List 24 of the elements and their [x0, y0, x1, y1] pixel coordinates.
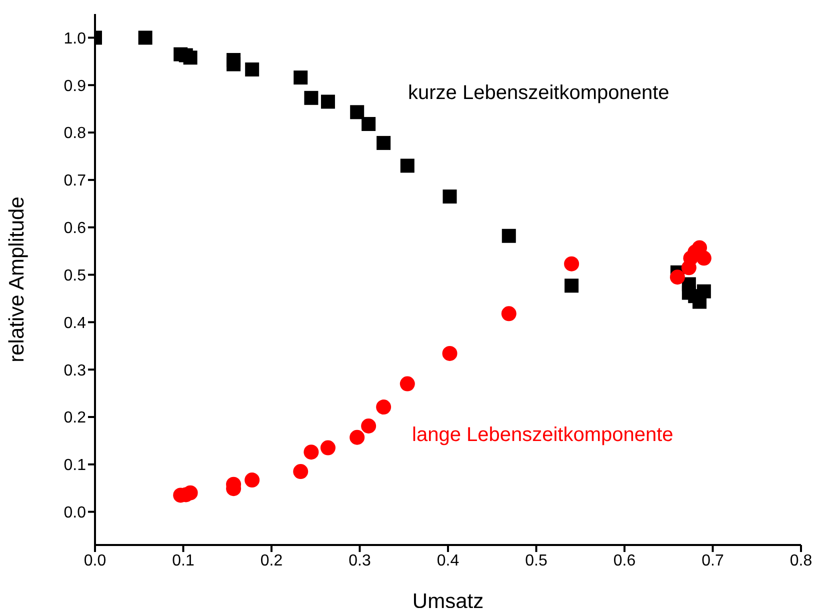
y-tick-label: 0.7 [64, 172, 86, 190]
y-tick-label: 0.0 [64, 504, 86, 522]
x-tick-label: 0.0 [84, 552, 106, 570]
y-tick-label: 0.1 [64, 457, 86, 474]
x-tick-label: 0.8 [790, 552, 812, 570]
y-tick-label: 0.6 [64, 220, 86, 238]
series-label: kurze Lebenszeitkomponente [408, 82, 670, 105]
y-tick-label: 0.5 [64, 267, 86, 284]
y-tick-label: 0.4 [64, 314, 86, 332]
x-tick-label: 0.2 [260, 552, 283, 570]
x-tick-label: 0.3 [348, 552, 371, 570]
y-tick-label: 0.3 [64, 362, 86, 380]
x-tick-label: 0.4 [436, 552, 460, 570]
x-axis-title: Umsatz [412, 590, 484, 611]
x-tick-label: 0.7 [702, 552, 724, 570]
x-tick-label: 0.6 [613, 552, 636, 570]
y-tick-label: 0.2 [64, 410, 86, 427]
y-tick-label: 1.0 [64, 30, 86, 48]
y-tick-label: 0.9 [64, 78, 86, 95]
y-tick-label: 0.8 [64, 125, 86, 142]
series-label: lange Lebenszeitkomponente [412, 424, 674, 447]
x-tick-label: 0.5 [525, 552, 548, 570]
x-tick-label: 0.1 [172, 552, 194, 570]
y-axis-title: relative Amplitude [5, 196, 28, 362]
